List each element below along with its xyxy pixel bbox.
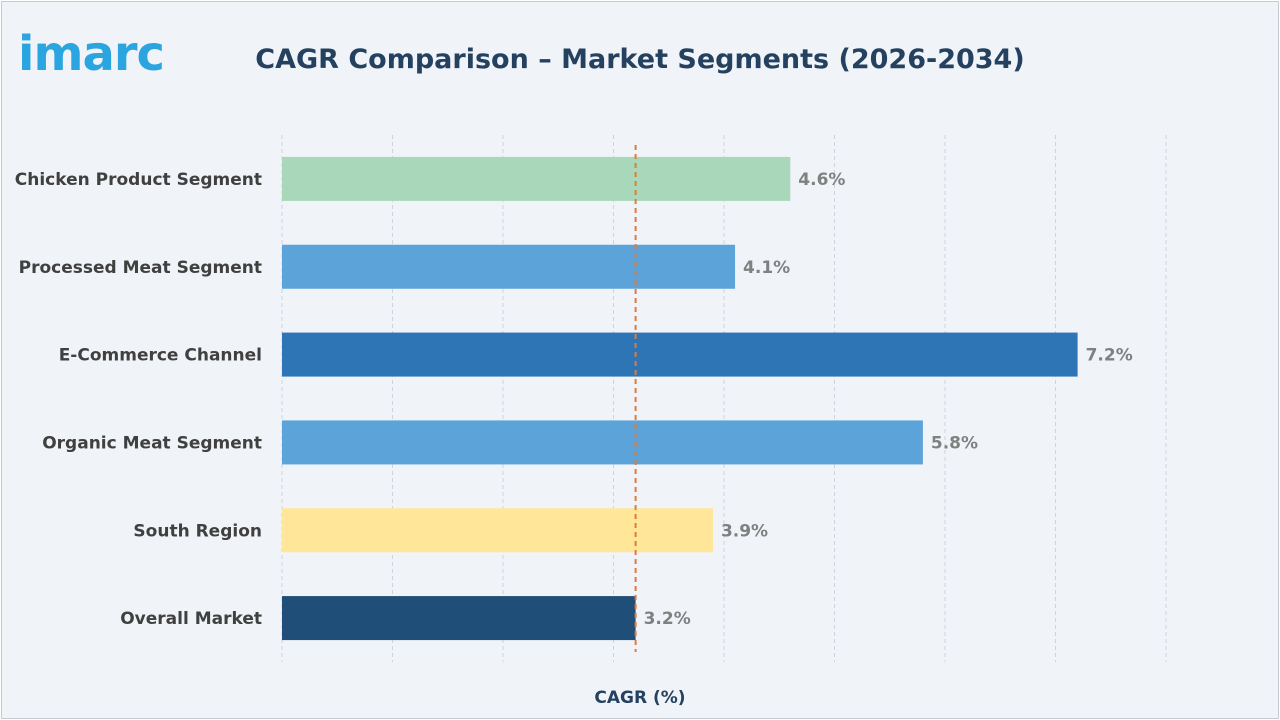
data-label-5: 3.2% (644, 609, 691, 629)
bars (282, 156, 1078, 641)
chart-title-text: CAGR Comparison – Market Segments (2026-… (255, 44, 1025, 75)
data-label-1: 4.1% (743, 258, 790, 278)
x-axis-label-text: CAGR (%) (594, 688, 686, 708)
logo-text: imarc (18, 26, 165, 82)
category-label-1: Processed Meat Segment (19, 258, 262, 278)
category-label-3: Organic Meat Segment (42, 433, 262, 453)
imarc-logo: imarc (18, 30, 165, 90)
x-axis-label: CAGR (%) (0, 688, 1280, 708)
category-label-5: Overall Market (120, 609, 262, 629)
bar-5 (282, 596, 636, 641)
category-label-2: E-Commerce Channel (59, 346, 262, 366)
data-label-0: 4.6% (798, 170, 845, 190)
chart-title: CAGR Comparison – Market Segments (2026-… (0, 44, 1280, 75)
data-labels: 4.6% 4.1% 7.2% 5.8% 3.9% 3.2% (644, 170, 1133, 629)
data-label-3: 5.8% (931, 433, 978, 453)
category-label-4: South Region (133, 521, 262, 541)
bar-1 (282, 244, 736, 289)
bar-2 (282, 332, 1078, 377)
gridlines (281, 135, 1167, 662)
bar-3 (282, 420, 923, 465)
category-labels: Chicken Product Segment Processed Meat Se… (15, 170, 262, 629)
category-label-0: Chicken Product Segment (15, 170, 262, 190)
bar-0 (282, 156, 791, 201)
data-label-2: 7.2% (1086, 346, 1133, 366)
bar-4 (282, 508, 713, 553)
data-label-4: 3.9% (721, 521, 768, 541)
